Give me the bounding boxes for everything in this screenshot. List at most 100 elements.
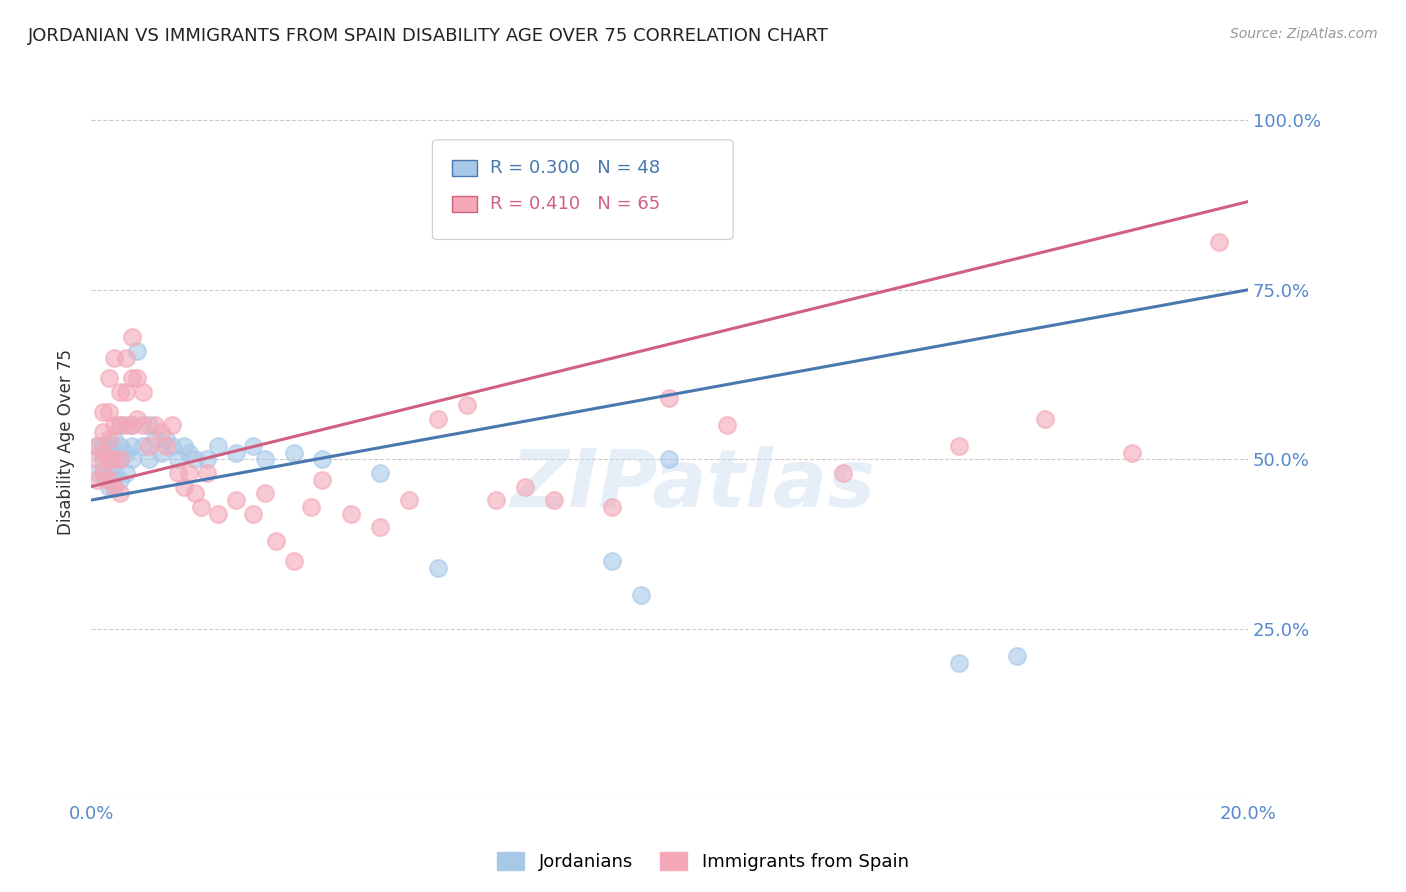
Point [108,418,131,433]
Point [283,554,305,568]
Point [242,439,264,453]
Point [283,445,305,459]
Point [207,439,229,453]
FancyBboxPatch shape [433,140,733,239]
Point [127,371,149,385]
Point [103,418,125,433]
Point [225,493,247,508]
Point [103,445,125,459]
Text: R = 0.300   N = 48: R = 0.300 N = 48 [491,160,661,178]
Point [600,500,623,514]
Point [97,371,120,385]
Point [103,452,125,467]
Point [115,418,138,433]
Point [160,439,183,453]
Point [86,439,108,453]
Point [340,507,363,521]
Point [184,452,207,467]
Text: JORDANIAN VS IMMIGRANTS FROM SPAIN DISABILITY AGE OVER 75 CORRELATION CHART: JORDANIAN VS IMMIGRANTS FROM SPAIN DISAB… [28,27,830,45]
Point [115,351,138,365]
Point [103,479,125,493]
Point [108,418,131,433]
Point [155,439,177,453]
Point [195,452,218,467]
Point [716,418,738,433]
Point [103,432,125,446]
Point [225,445,247,459]
Point [190,500,212,514]
Point [121,452,143,467]
Point [173,439,195,453]
Y-axis label: Disability Age Over 75: Disability Age Over 75 [58,350,75,535]
Point [97,452,120,467]
Point [103,479,125,493]
Point [195,466,218,480]
Point [97,452,120,467]
Point [108,452,131,467]
Point [97,439,120,453]
Point [207,507,229,521]
Point [121,371,143,385]
Point [91,405,114,419]
Point [138,418,160,433]
Point [97,473,120,487]
FancyBboxPatch shape [453,161,478,176]
Point [299,500,322,514]
Point [948,439,970,453]
Point [398,493,420,508]
Point [115,384,138,399]
Point [427,411,450,425]
Point [311,452,333,467]
Point [97,459,120,474]
Point [600,554,623,568]
Point [543,493,565,508]
Point [948,656,970,670]
Point [1208,235,1230,250]
Point [91,439,114,453]
Point [1035,411,1057,425]
Point [138,452,160,467]
Text: Source: ZipAtlas.com: Source: ZipAtlas.com [1230,27,1378,41]
Point [167,452,190,467]
Point [370,520,392,534]
Point [1121,445,1143,459]
Point [103,351,125,365]
Point [456,398,478,412]
Point [513,479,536,493]
Point [91,452,114,467]
Point [115,445,138,459]
Text: R = 0.410   N = 65: R = 0.410 N = 65 [491,194,661,213]
Point [115,466,138,480]
Point [179,445,201,459]
Point [127,343,149,358]
Point [132,418,155,433]
Point [91,425,114,440]
Point [86,473,108,487]
Point [370,466,392,480]
Point [242,507,264,521]
Point [427,561,450,575]
Point [658,452,681,467]
Point [143,432,166,446]
Point [630,588,652,602]
Point [485,493,508,508]
Point [132,439,155,453]
Point [121,439,143,453]
Point [253,452,276,467]
Point [149,445,172,459]
Point [167,466,190,480]
Point [160,418,183,433]
Point [138,439,160,453]
Point [832,466,855,480]
Point [86,466,108,480]
Point [658,392,681,406]
Legend: Jordanians, Immigrants from Spain: Jordanians, Immigrants from Spain [491,845,915,879]
Point [108,439,131,453]
Point [91,466,114,480]
Point [173,479,195,493]
Point [311,473,333,487]
Point [108,452,131,467]
Point [86,452,108,467]
Point [179,466,201,480]
Point [253,486,276,500]
